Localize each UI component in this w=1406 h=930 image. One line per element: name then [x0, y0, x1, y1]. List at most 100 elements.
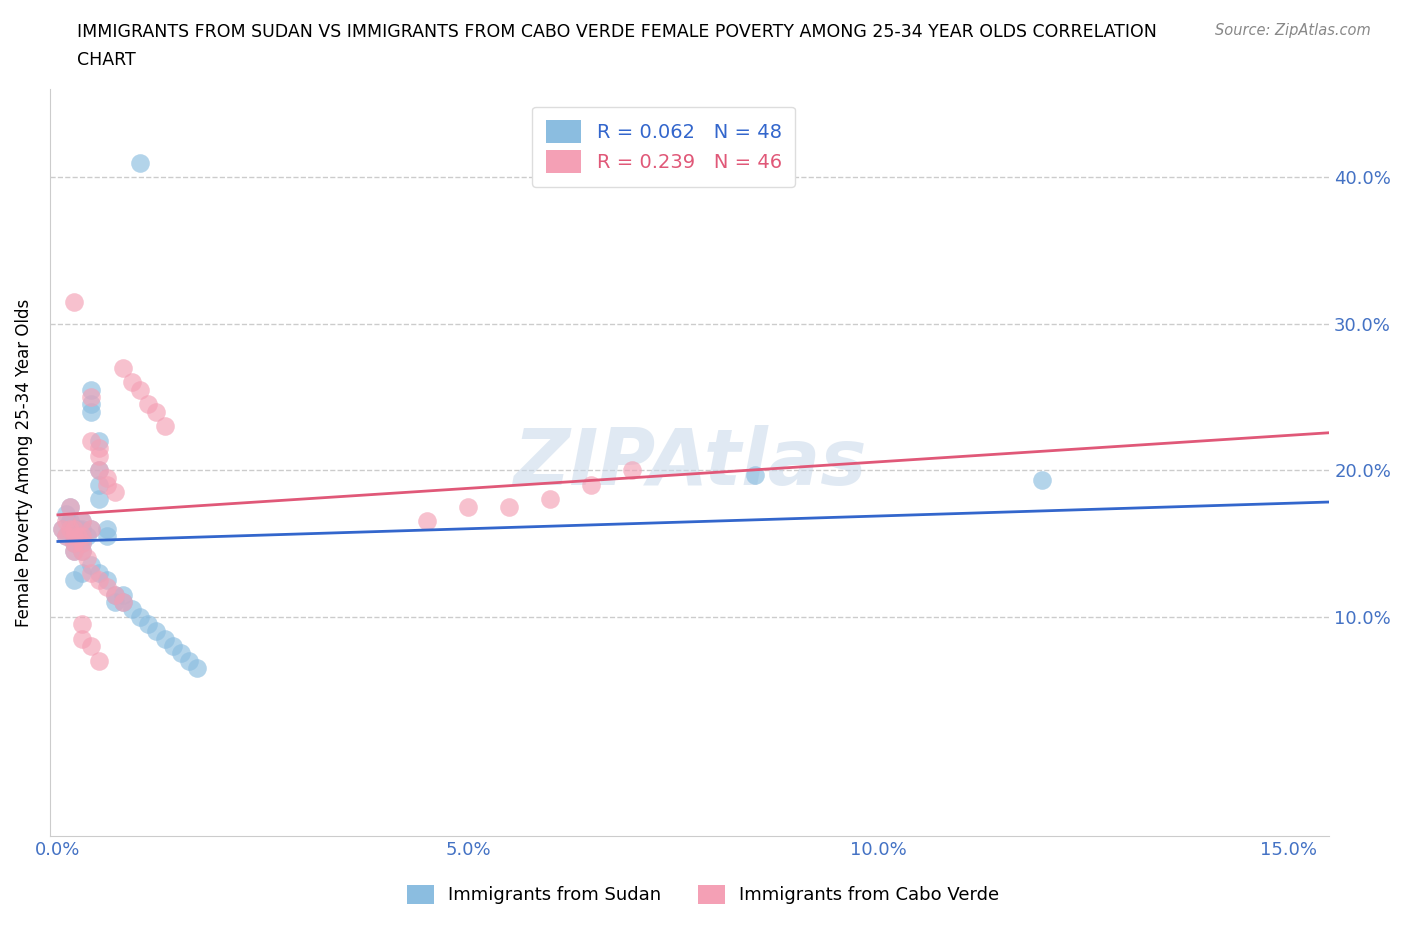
- Point: [63, 522, 86, 537]
- Point: [87, 433, 110, 448]
- Point: [76, 551, 98, 565]
- Point: [153, 631, 176, 646]
- Point: [55, 507, 77, 522]
- Legend: Immigrants from Sudan, Immigrants from Cabo Verde: Immigrants from Sudan, Immigrants from C…: [399, 878, 1007, 911]
- Point: [87, 463, 110, 478]
- Point: [498, 499, 520, 514]
- Point: [72, 528, 94, 543]
- Point: [59, 522, 82, 537]
- Point: [162, 639, 184, 654]
- Point: [72, 631, 94, 646]
- Point: [87, 492, 110, 507]
- Point: [72, 514, 94, 529]
- Point: [55, 528, 77, 543]
- Y-axis label: Female Poverty Among 25-34 Year Olds: Female Poverty Among 25-34 Year Olds: [15, 299, 32, 627]
- Point: [63, 528, 86, 543]
- Point: [63, 536, 86, 551]
- Point: [128, 382, 150, 397]
- Point: [72, 565, 94, 580]
- Point: [63, 543, 86, 558]
- Point: [145, 624, 167, 639]
- Point: [104, 587, 127, 602]
- Point: [153, 418, 176, 433]
- Point: [72, 522, 94, 537]
- Point: [59, 514, 82, 529]
- Point: [96, 470, 118, 485]
- Point: [104, 587, 127, 602]
- Point: [79, 405, 101, 419]
- Point: [79, 565, 101, 580]
- Point: [112, 360, 135, 375]
- Point: [63, 528, 86, 543]
- Point: [51, 522, 73, 537]
- Point: [104, 485, 127, 499]
- Point: [72, 543, 94, 558]
- Point: [112, 594, 135, 609]
- Point: [79, 390, 101, 405]
- Point: [72, 617, 94, 631]
- Point: [59, 499, 82, 514]
- Point: [96, 528, 118, 543]
- Point: [72, 536, 94, 551]
- Point: [79, 397, 101, 412]
- Point: [51, 522, 73, 537]
- Point: [79, 558, 101, 573]
- Point: [55, 528, 77, 543]
- Point: [72, 543, 94, 558]
- Point: [79, 522, 101, 537]
- Point: [87, 653, 110, 668]
- Point: [186, 660, 208, 675]
- Point: [128, 609, 150, 624]
- Point: [79, 433, 101, 448]
- Point: [79, 522, 101, 537]
- Point: [79, 639, 101, 654]
- Point: [170, 645, 193, 660]
- Point: [72, 536, 94, 551]
- Point: [87, 477, 110, 492]
- Point: [63, 294, 86, 309]
- Point: [67, 528, 90, 543]
- Point: [179, 653, 201, 668]
- Point: [621, 463, 644, 478]
- Point: [121, 375, 143, 390]
- Point: [76, 528, 98, 543]
- Point: [87, 448, 110, 463]
- Point: [112, 594, 135, 609]
- Text: IMMIGRANTS FROM SUDAN VS IMMIGRANTS FROM CABO VERDE FEMALE POVERTY AMONG 25-34 Y: IMMIGRANTS FROM SUDAN VS IMMIGRANTS FROM…: [77, 23, 1157, 41]
- Point: [63, 543, 86, 558]
- Point: [96, 573, 118, 588]
- Point: [87, 565, 110, 580]
- Point: [457, 499, 479, 514]
- Point: [59, 499, 82, 514]
- Point: [145, 405, 167, 419]
- Point: [67, 528, 90, 543]
- Point: [96, 477, 118, 492]
- Point: [87, 463, 110, 478]
- Point: [63, 573, 86, 588]
- Point: [72, 528, 94, 543]
- Point: [744, 467, 766, 482]
- Point: [55, 514, 77, 529]
- Point: [87, 441, 110, 456]
- Text: Source: ZipAtlas.com: Source: ZipAtlas.com: [1215, 23, 1371, 38]
- Point: [63, 522, 86, 537]
- Legend: R = 0.062   N = 48, R = 0.239   N = 46: R = 0.062 N = 48, R = 0.239 N = 46: [533, 107, 796, 187]
- Point: [112, 587, 135, 602]
- Text: ZIPAtlas: ZIPAtlas: [513, 425, 866, 501]
- Point: [538, 492, 561, 507]
- Point: [121, 602, 143, 617]
- Text: CHART: CHART: [77, 51, 136, 69]
- Point: [72, 514, 94, 529]
- Point: [67, 522, 90, 537]
- Point: [1031, 473, 1053, 488]
- Point: [136, 617, 159, 631]
- Point: [87, 573, 110, 588]
- Point: [104, 594, 127, 609]
- Point: [96, 580, 118, 595]
- Point: [96, 522, 118, 537]
- Point: [416, 514, 439, 529]
- Point: [579, 477, 602, 492]
- Point: [79, 382, 101, 397]
- Point: [136, 397, 159, 412]
- Point: [128, 155, 150, 170]
